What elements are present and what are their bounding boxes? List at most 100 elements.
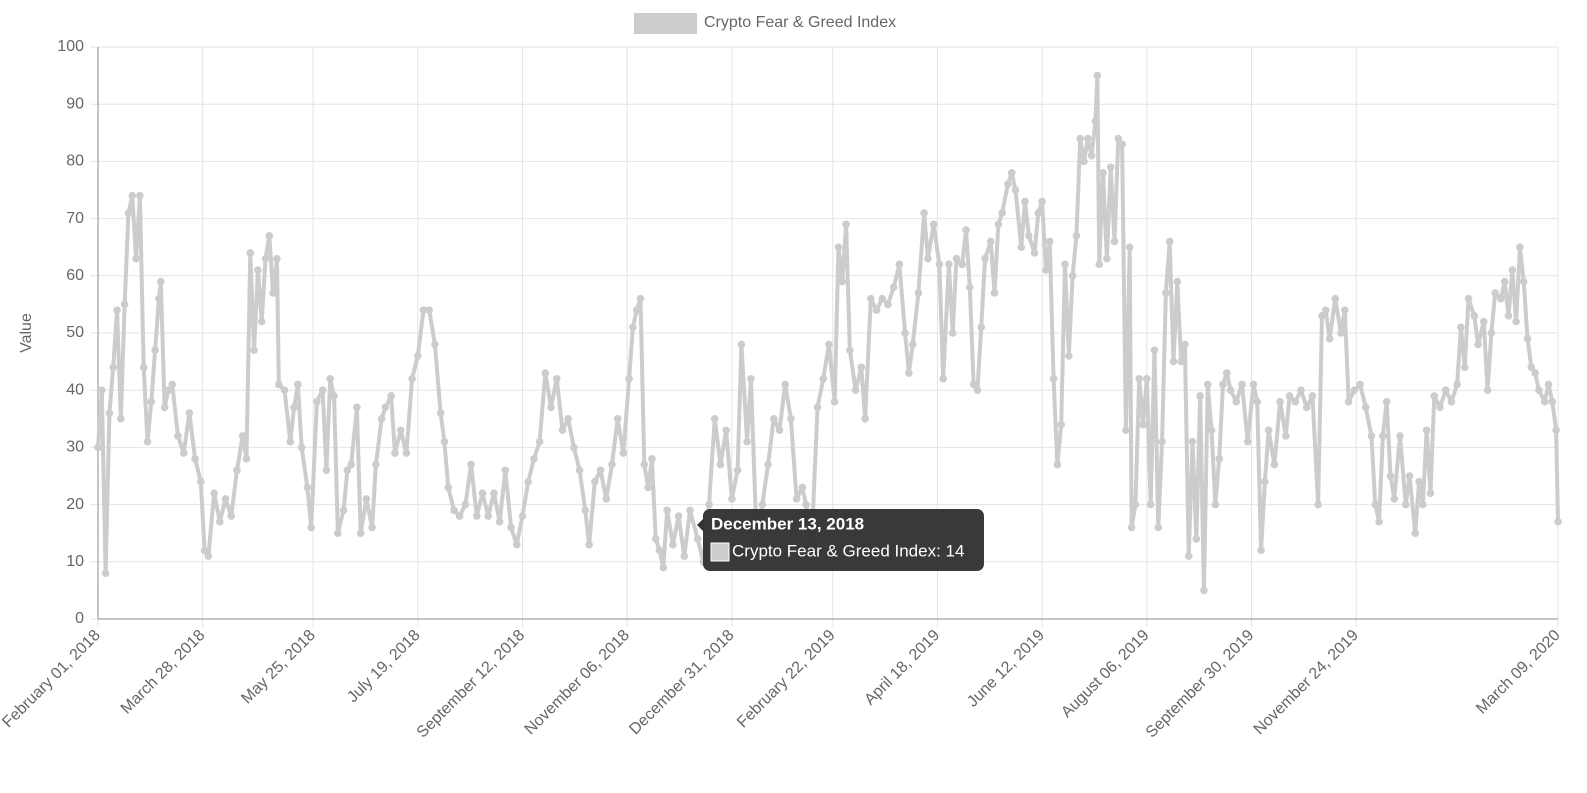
data-point[interactable] — [440, 437, 449, 446]
data-point[interactable] — [507, 523, 515, 532]
data-point[interactable] — [326, 374, 335, 383]
data-point[interactable] — [425, 306, 434, 314]
data-point[interactable] — [1076, 134, 1085, 143]
data-point[interactable] — [297, 443, 306, 452]
data-point[interactable] — [659, 563, 668, 572]
data-point[interactable] — [1007, 169, 1016, 177]
data-point[interactable] — [1500, 277, 1509, 286]
data-point[interactable] — [1382, 397, 1391, 406]
data-point[interactable] — [674, 512, 683, 520]
data-point[interactable] — [981, 254, 989, 263]
data-point[interactable] — [1270, 460, 1279, 469]
data-point[interactable] — [318, 386, 327, 395]
data-point[interactable] — [1139, 420, 1147, 429]
data-point[interactable] — [564, 415, 572, 423]
data-point[interactable] — [1103, 254, 1111, 263]
data-point[interactable] — [105, 409, 114, 417]
data-point[interactable] — [1127, 523, 1136, 532]
data-point[interactable] — [381, 403, 390, 412]
data-point[interactable] — [1131, 500, 1140, 509]
data-point[interactable] — [846, 346, 854, 354]
data-point[interactable] — [1169, 357, 1178, 366]
data-point[interactable] — [648, 455, 656, 463]
data-point[interactable] — [1053, 460, 1062, 469]
data-point[interactable] — [1314, 500, 1322, 509]
data-point[interactable] — [294, 380, 302, 389]
data-point[interactable] — [227, 512, 236, 520]
data-point[interactable] — [867, 294, 875, 303]
data-point[interactable] — [973, 386, 982, 395]
legend-swatch[interactable] — [634, 13, 697, 34]
data-point[interactable] — [242, 455, 251, 463]
data-point[interactable] — [939, 374, 947, 383]
data-point[interactable] — [238, 432, 247, 440]
data-point[interactable] — [1405, 472, 1414, 480]
data-point[interactable] — [1200, 586, 1208, 595]
data-point[interactable] — [254, 266, 262, 274]
data-point[interactable] — [1497, 294, 1505, 303]
data-point[interactable] — [157, 277, 165, 286]
data-point[interactable] — [132, 254, 140, 263]
data-point[interactable] — [1527, 363, 1536, 372]
data-point[interactable] — [387, 392, 395, 400]
data-point[interactable] — [1219, 380, 1227, 389]
data-point[interactable] — [966, 283, 974, 292]
data-point[interactable] — [164, 386, 173, 395]
data-point[interactable] — [303, 483, 312, 492]
data-point[interactable] — [1045, 237, 1054, 246]
data-point[interactable] — [1135, 374, 1144, 383]
data-point[interactable] — [591, 477, 599, 486]
data-point[interactable] — [680, 552, 689, 560]
data-point[interactable] — [1162, 289, 1170, 297]
data-point[interactable] — [945, 260, 953, 269]
data-point[interactable] — [1110, 237, 1119, 246]
data-point[interactable] — [948, 329, 957, 337]
data-point[interactable] — [1523, 334, 1532, 343]
data-point[interactable] — [663, 506, 671, 515]
data-point[interactable] — [1318, 312, 1326, 320]
data-point[interactable] — [377, 415, 386, 423]
data-point[interactable] — [1285, 392, 1294, 400]
data-point[interactable] — [929, 220, 938, 229]
data-point[interactable] — [290, 403, 298, 412]
data-point[interactable] — [1261, 477, 1269, 486]
data-point[interactable] — [94, 443, 102, 452]
data-point[interactable] — [179, 449, 188, 457]
data-point[interactable] — [1106, 163, 1115, 171]
data-point[interactable] — [1215, 455, 1223, 463]
data-point[interactable] — [1321, 306, 1330, 314]
data-point[interactable] — [1291, 397, 1300, 406]
data-point[interactable] — [1154, 523, 1163, 532]
data-point[interactable] — [1401, 500, 1410, 509]
data-point[interactable] — [629, 323, 637, 332]
data-point[interactable] — [1375, 517, 1383, 526]
data-point[interactable] — [1426, 489, 1435, 497]
data-point[interactable] — [1025, 231, 1033, 240]
data-point[interactable] — [570, 443, 578, 452]
data-point[interactable] — [1264, 426, 1273, 435]
data-point[interactable] — [353, 403, 361, 412]
data-point[interactable] — [1021, 197, 1029, 206]
data-point[interactable] — [819, 374, 828, 383]
data-point[interactable] — [191, 455, 199, 463]
data-point[interactable] — [878, 294, 887, 303]
data-point[interactable] — [1302, 403, 1311, 412]
data-point[interactable] — [1350, 386, 1359, 395]
data-point[interactable] — [1017, 243, 1026, 251]
data-point[interactable] — [1325, 334, 1334, 343]
data-point[interactable] — [501, 466, 510, 475]
data-point[interactable] — [962, 226, 970, 234]
data-point[interactable] — [174, 432, 182, 440]
data-point[interactable] — [625, 374, 633, 383]
data-point[interactable] — [246, 249, 255, 257]
data-point[interactable] — [1232, 397, 1241, 406]
data-point[interactable] — [1390, 495, 1399, 503]
data-point[interactable] — [1483, 386, 1492, 395]
data-point[interactable] — [1504, 312, 1513, 320]
data-point[interactable] — [769, 415, 778, 423]
data-point[interactable] — [1034, 209, 1043, 217]
data-point[interactable] — [1276, 397, 1284, 406]
data-point[interactable] — [1508, 266, 1517, 274]
data-point[interactable] — [1341, 306, 1349, 314]
legend-label[interactable]: Crypto Fear & Greed Index — [704, 14, 896, 31]
